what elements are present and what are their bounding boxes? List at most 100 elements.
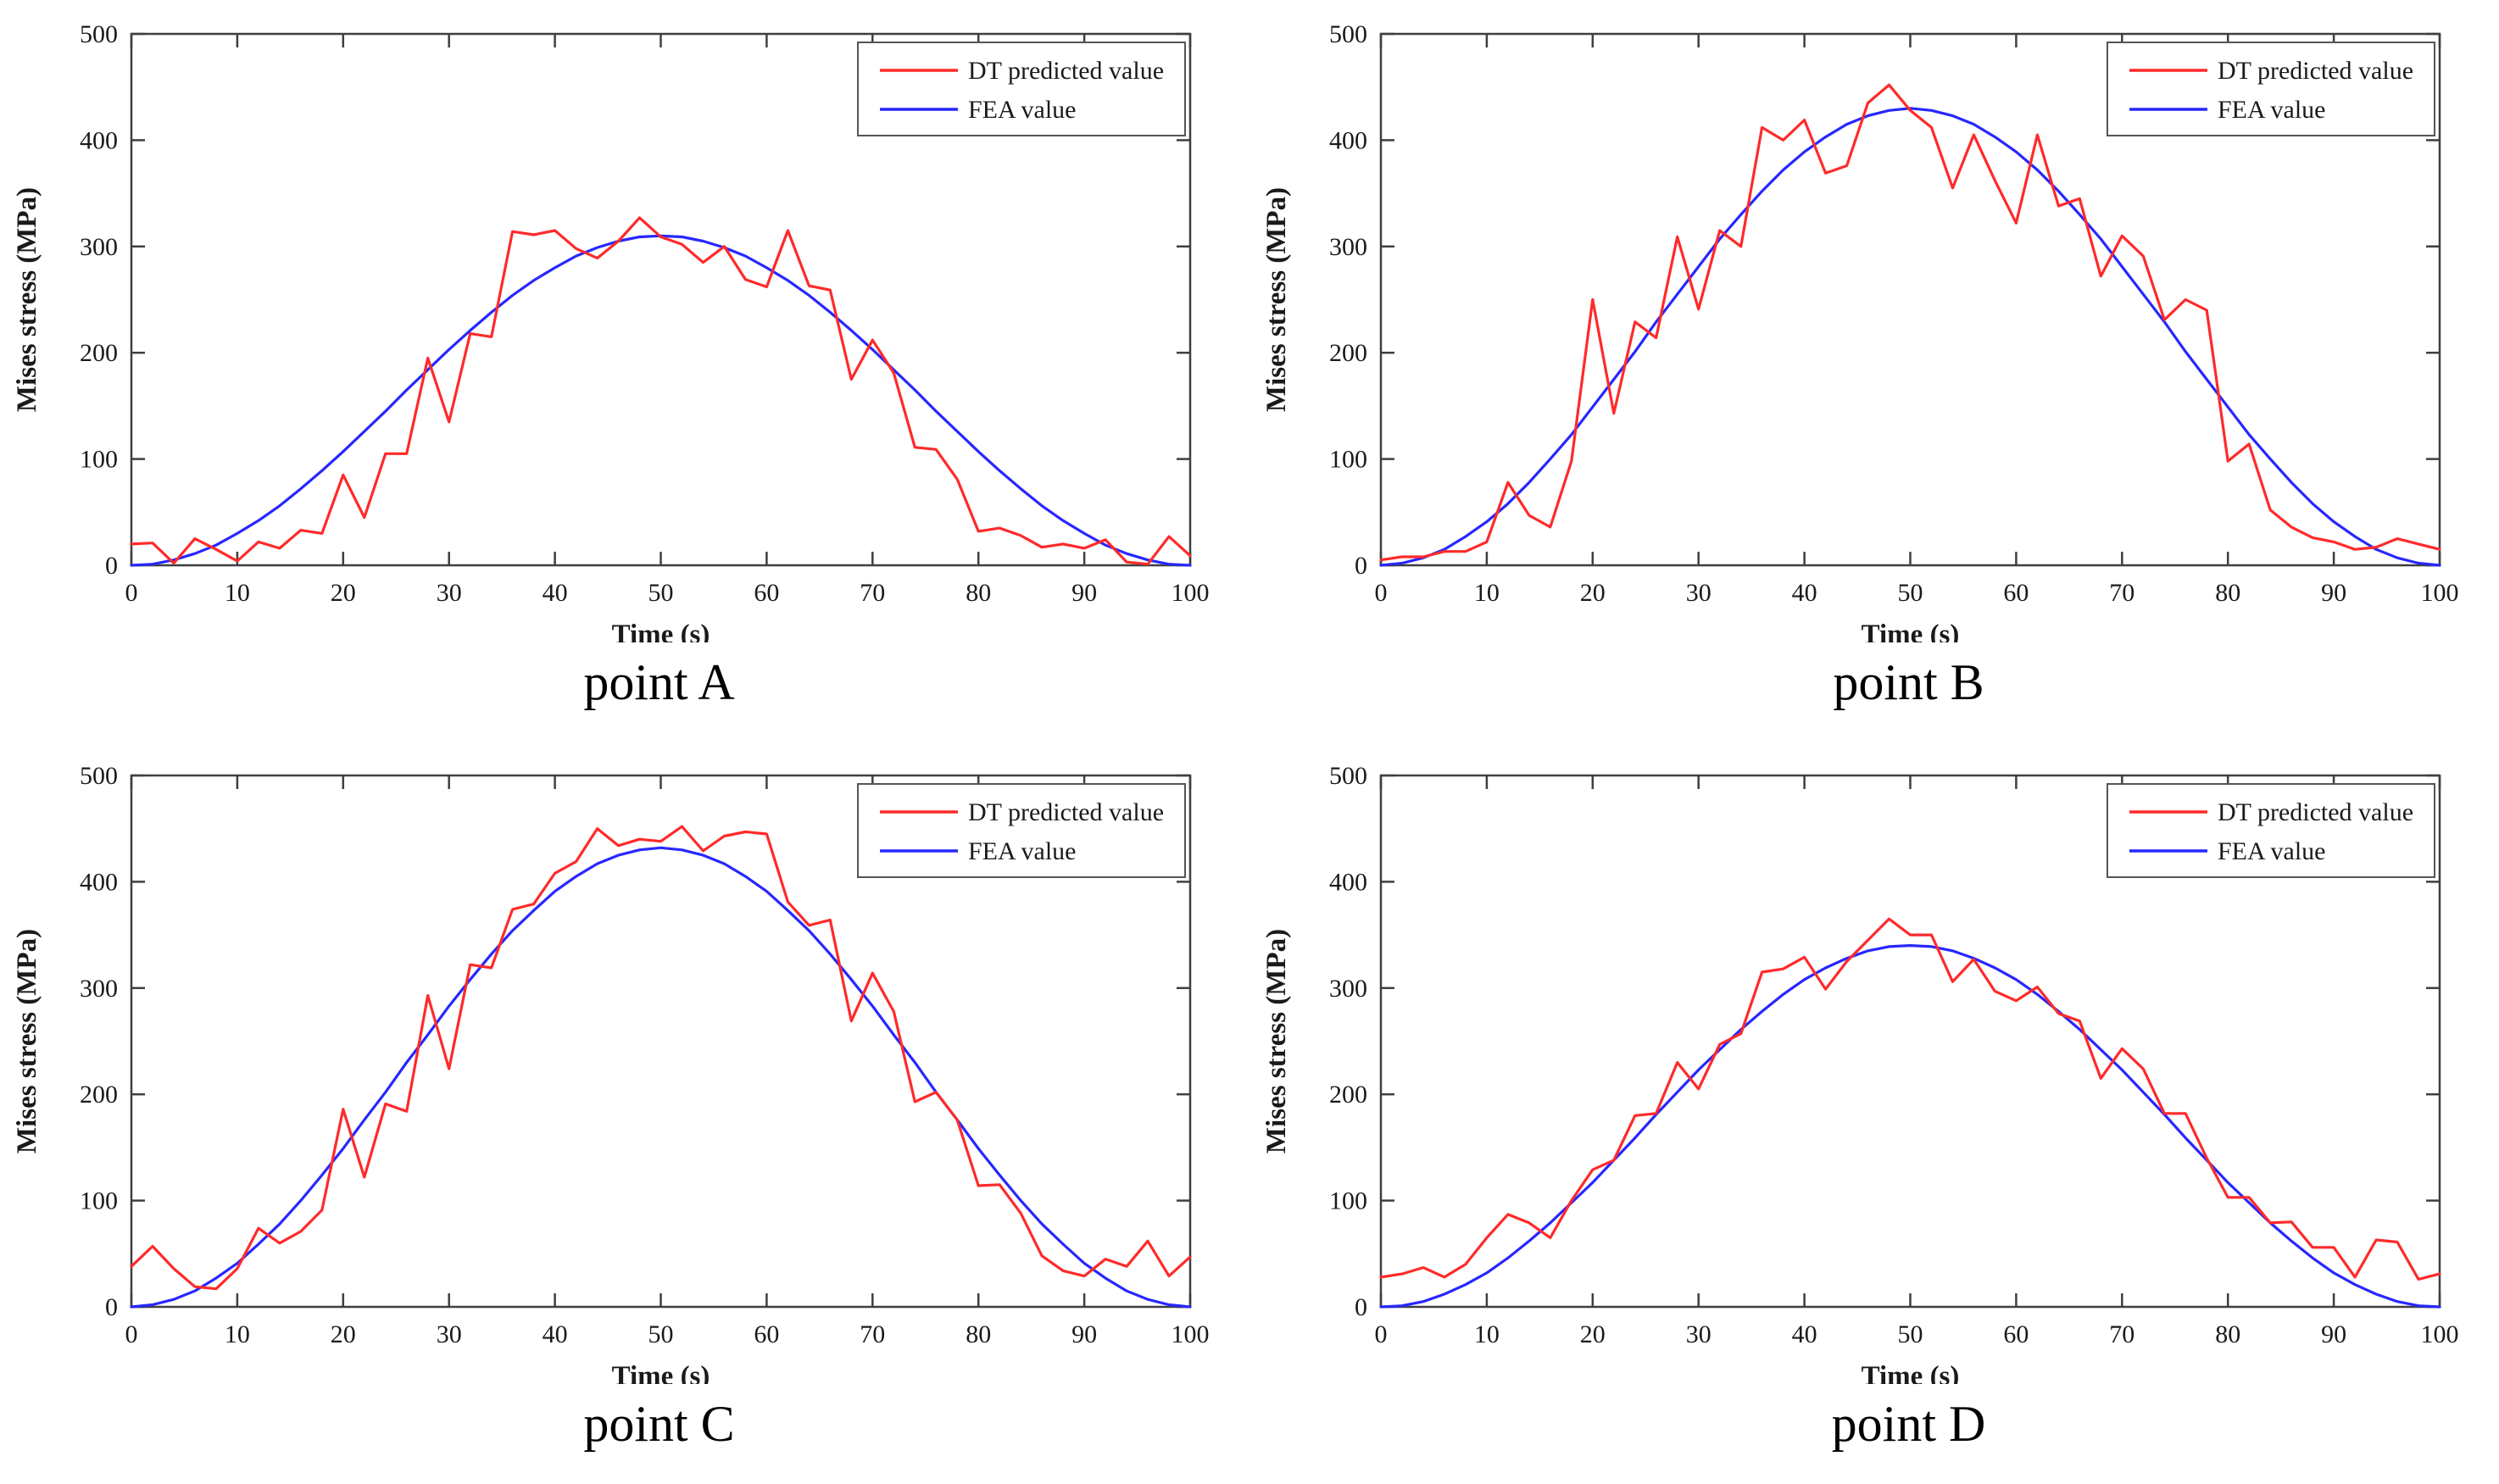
legend-label: DT predicted value [2218,798,2413,826]
x-tick-label: 10 [1474,1320,1500,1348]
x-tick-label: 90 [2321,1320,2346,1348]
x-tick-label: 100 [1172,579,1210,607]
x-tick-label: 80 [966,1320,991,1348]
legend-label: DT predicted value [2218,57,2413,85]
x-tick-label: 20 [331,1320,356,1348]
legend-label: FEA value [2218,837,2326,865]
y-tick-label: 500 [1329,762,1367,790]
x-tick-label: 10 [225,1320,250,1348]
x-tick-label: 80 [2215,579,2240,607]
legend-label: DT predicted value [968,798,1164,826]
x-tick-label: 30 [437,1320,462,1348]
caption-point-c: point C [583,1396,735,1452]
chart-point-b: 0 10 20 30 40 50 60 70 80 90 100 0 100 200 300 400 500 DT… [1250,0,2499,650]
y-tick-label: 200 [1329,1081,1367,1109]
x-tick-label: 40 [1792,579,1817,607]
x-tick-label: 40 [543,579,568,607]
y-tick-label: 200 [80,1081,118,1109]
y-axis-label: Mises stress (MPa) [1261,187,1292,412]
x-tick-label: 0 [125,579,138,607]
x-tick-label: 50 [1898,579,1923,607]
y-tick-label: 0 [1355,552,1367,580]
legend-label: DT predicted value [968,57,1164,85]
x-axis-label: Time (s) [1862,1361,1960,1384]
x-tick-label: 70 [860,579,885,607]
x-tick-label: 30 [1686,579,1711,607]
x-axis-label: Time (s) [612,620,710,642]
dt-line [1379,917,2441,1281]
x-tick-label: 70 [860,1320,885,1348]
x-tick-label: 20 [1580,1320,1606,1348]
x-tick-label: 100 [2421,579,2459,607]
y-tick-label: 100 [1329,446,1367,474]
y-tick-label: 400 [1329,126,1367,154]
y-tick-label: 0 [105,552,118,580]
plot-svg: 0 10 20 30 40 50 60 70 80 90 100 0 100 200 300 400 500 DT… [1250,0,2499,650]
plot-frame [130,774,1192,1309]
x-tick-label: 20 [331,579,356,607]
dt-line [1379,83,2441,562]
y-tick-label: 500 [1329,20,1367,48]
y-tick-label: 100 [80,1187,118,1215]
x-tick-label: 60 [2003,1320,2029,1348]
y-axis-label: Mises stress (MPa) [12,929,42,1153]
legend-box [2107,42,2435,136]
x-tick-label: 70 [2109,1320,2134,1348]
y-tick-label: 400 [1329,868,1367,896]
y-tick-label: 300 [1329,975,1367,1003]
plot-svg: 0 10 20 30 40 50 60 70 80 90 100 0 100 200 300 400 500 DT… [0,0,1250,650]
x-tick-label: 100 [1172,1320,1210,1348]
x-tick-label: 30 [437,579,462,607]
y-tick-label: 300 [80,233,118,261]
y-tick-label: 400 [80,126,118,154]
plot-frame [1379,774,2441,1309]
legend-box [857,783,1186,878]
dt-line [130,216,1192,566]
x-tick-label: 60 [754,1320,779,1348]
x-tick-label: 60 [2003,579,2029,607]
caption-point-a: point A [583,654,735,710]
caption-point-b: point B [1833,654,1984,710]
fea-line [130,846,1192,1309]
x-tick-label: 100 [2421,1320,2459,1348]
chart-point-c: 0 10 20 30 40 50 60 70 80 90 100 0 100 200 300 400 500 DT… [0,742,1250,1392]
x-tick-label: 30 [1686,1320,1711,1348]
legend-box [857,42,1186,136]
chart-cell-point-b: 0 10 20 30 40 50 60 70 80 90 100 0 100 200 300 400 500 DT… [1250,0,2499,742]
x-tick-label: 50 [648,1320,674,1348]
legend-label: FEA value [2218,96,2326,124]
legend-label: FEA value [968,96,1077,124]
plot-svg: 0 10 20 30 40 50 60 70 80 90 100 0 100 200 300 400 500 DT… [1250,742,2499,1392]
y-tick-label: 500 [80,762,118,790]
y-axis-label: Mises stress (MPa) [1261,929,1292,1153]
x-tick-label: 50 [648,579,674,607]
x-tick-label: 90 [1071,579,1097,607]
x-tick-label: 80 [2215,1320,2240,1348]
legend-box [2107,783,2435,878]
x-tick-label: 40 [543,1320,568,1348]
x-tick-label: 10 [1474,579,1500,607]
dt-line [130,825,1192,1291]
chart-point-a: 0 10 20 30 40 50 60 70 80 90 100 0 100 200 300 400 500 DT… [0,0,1250,650]
x-tick-label: 0 [1375,1320,1388,1348]
y-tick-label: 0 [1355,1293,1367,1321]
x-tick-label: 90 [2321,579,2346,607]
x-tick-label: 40 [1792,1320,1817,1348]
legend-label: FEA value [968,837,1077,865]
chart-cell-point-a: 0 10 20 30 40 50 60 70 80 90 100 0 100 200 300 400 500 DT… [0,0,1250,742]
x-tick-label: 10 [225,579,250,607]
x-axis-label: Time (s) [612,1361,710,1384]
plot-svg: 0 10 20 30 40 50 60 70 80 90 100 0 100 200 300 400 500 DT… [0,742,1250,1392]
y-tick-label: 100 [1329,1187,1367,1215]
y-tick-label: 200 [1329,339,1367,367]
x-tick-label: 60 [754,579,779,607]
y-tick-label: 100 [80,446,118,474]
x-tick-label: 80 [966,579,991,607]
x-tick-label: 20 [1580,579,1606,607]
chart-cell-point-d: 0 10 20 30 40 50 60 70 80 90 100 0 100 200 300 400 500 DT… [1250,742,2499,1483]
plot-frame [130,32,1192,567]
x-tick-label: 0 [125,1320,138,1348]
x-tick-label: 50 [1898,1320,1923,1348]
y-axis-label: Mises stress (MPa) [12,187,42,412]
